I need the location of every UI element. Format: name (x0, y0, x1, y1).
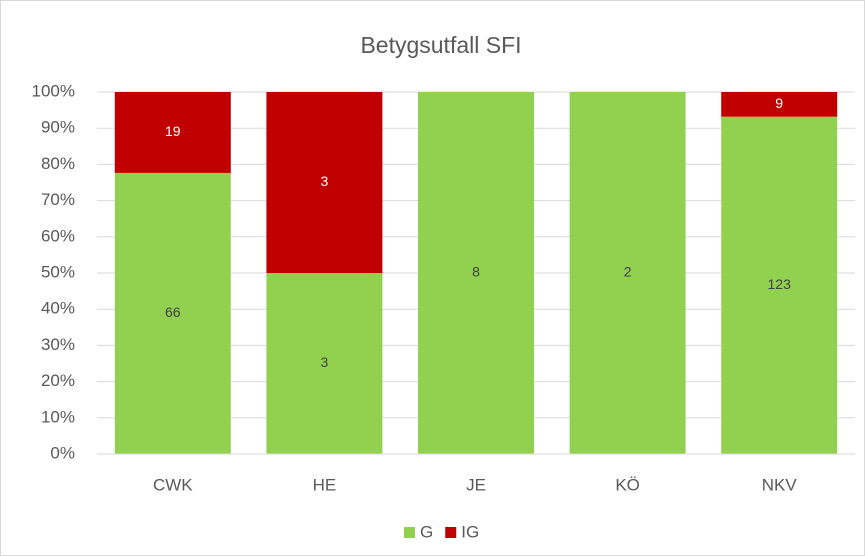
y-tick-label: 60% (41, 226, 75, 245)
y-tick-label: 90% (41, 118, 75, 137)
legend-label: IG (461, 522, 479, 541)
x-tick-label: CWK (153, 475, 193, 494)
data-label: 8 (472, 264, 480, 280)
bar-segment (721, 92, 838, 117)
x-tick-label: KÖ (615, 475, 640, 494)
bar-segment (114, 172, 231, 454)
bar-segment (721, 116, 838, 454)
data-label: 66 (165, 304, 181, 320)
x-tick-label: JE (466, 475, 486, 494)
y-tick-label: 40% (41, 299, 75, 318)
y-tick-label: 100% (32, 81, 75, 100)
x-tick-label: HE (313, 475, 337, 494)
x-tick-label: NKV (762, 475, 798, 494)
legend-label: G (420, 522, 433, 541)
data-label: 2 (624, 264, 632, 280)
bar-segment (569, 92, 686, 454)
bar-segment (266, 92, 383, 273)
y-tick-label: 10% (41, 407, 75, 426)
y-tick-label: 80% (41, 154, 75, 173)
y-tick-label: 20% (41, 371, 75, 390)
bar-segment (114, 92, 231, 173)
y-tick-label: 0% (50, 443, 75, 462)
data-label: 9 (775, 95, 783, 111)
data-label: 19 (165, 123, 181, 139)
chart-title: Betygsutfall SFI (360, 32, 521, 58)
y-tick-label: 50% (41, 262, 75, 281)
y-tick-label: 30% (41, 335, 75, 354)
bar-segment (266, 273, 383, 454)
data-label: 3 (321, 173, 329, 189)
legend-swatch (445, 527, 457, 538)
bar-segment (418, 92, 534, 454)
data-label: 3 (321, 354, 329, 370)
legend-swatch (404, 527, 415, 538)
data-label: 123 (768, 276, 792, 292)
y-tick-label: 70% (41, 190, 75, 209)
